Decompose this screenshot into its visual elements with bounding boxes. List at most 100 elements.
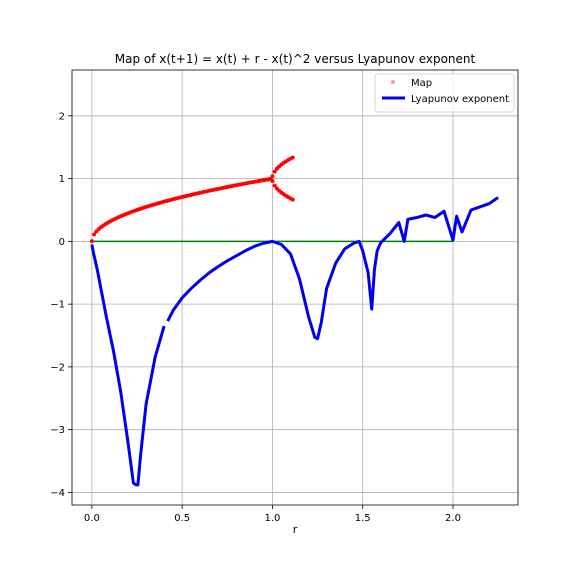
map-point [187,193,191,198]
map-point [209,188,214,193]
map-point [290,155,295,160]
map-point [229,184,234,189]
map-point [177,195,182,200]
map-point [241,182,245,186]
map-point [275,166,279,171]
legend: Map Lyapunov exponent [374,73,515,113]
map-point [223,185,227,190]
map-point [234,183,239,188]
map-point [254,179,259,184]
map-point [166,198,171,203]
map-point [290,155,295,160]
map-point [254,179,259,184]
map-point [216,186,221,191]
y-tick-label: −1 [50,300,65,311]
map-point [121,213,126,218]
map-point [130,209,135,214]
map-point [277,164,282,169]
map-point [275,186,279,191]
map-point [272,183,277,188]
map-point [171,197,176,202]
map-point [168,197,173,202]
map-point [268,177,273,181]
map-point [220,186,225,190]
map-point [182,194,187,199]
map-point [130,209,135,214]
map-point [270,179,275,183]
map-point [184,193,189,198]
map-point [256,179,261,183]
map-point [117,215,121,219]
map-point [256,179,261,183]
map-point [171,197,176,202]
map-point [119,214,124,218]
map-point [123,212,128,217]
map-point [146,204,151,209]
map-point [101,223,106,228]
map-point [155,201,160,206]
map-point [288,156,293,161]
map-point [162,199,166,204]
map-point [247,180,252,185]
map-point [171,197,176,202]
map-point [121,213,126,218]
map-point [272,183,277,188]
map-point [243,181,248,186]
map-point [290,155,295,160]
map-point [275,166,279,171]
map-point [281,161,286,165]
map-point [150,203,155,207]
map-point [275,186,279,191]
map-point [177,195,182,200]
map-point [191,192,196,197]
map-point [200,190,205,195]
map-point [193,191,198,196]
map-point [243,181,248,186]
map-point [266,177,270,182]
map-point [159,200,164,205]
map-point [94,229,99,234]
map-point [141,205,146,210]
map-point [137,207,142,212]
map-point [198,190,203,195]
map-point [96,227,101,232]
map-point [286,195,291,200]
legend-lyapunov-label: Lyapunov exponent [411,94,509,105]
map-point [288,156,293,161]
map-point [175,196,180,201]
map-point [218,186,223,191]
map-point [288,156,293,161]
map-point [173,196,178,201]
map-point [200,190,205,195]
map-point [288,156,293,161]
map-point [256,179,261,183]
map-point [103,222,108,227]
map-point [189,192,194,197]
map-point [263,177,268,182]
map-point [284,193,288,198]
map-point [256,179,261,183]
map-point [284,159,288,164]
map-point [284,193,288,198]
map-point [247,180,252,185]
map-point [277,188,282,193]
map-point [162,199,166,204]
map-point [177,195,182,200]
map-point [261,178,266,183]
map-point [146,204,151,209]
map-point [290,155,295,160]
map-point [254,179,259,184]
map-point [202,189,207,194]
map-point [270,179,275,183]
map-point [132,208,137,213]
map-point [180,195,185,199]
map-point [279,190,284,195]
map-point [263,177,268,182]
map-point [200,190,205,195]
map-point [164,199,169,203]
map-point [225,185,230,189]
map-point [128,210,133,215]
map-point [187,193,191,198]
map-point [275,186,279,191]
map-point [168,197,173,202]
